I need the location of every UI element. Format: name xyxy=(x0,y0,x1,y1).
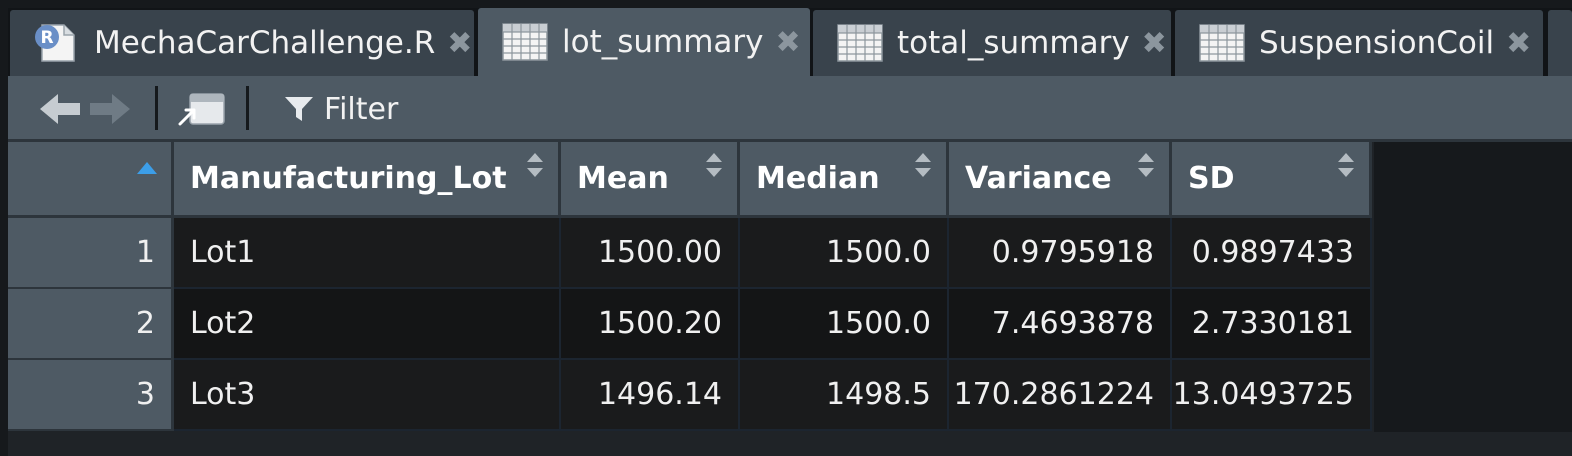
column-header-sd[interactable]: SD xyxy=(1172,142,1372,218)
tab-total-summary[interactable]: total_summary ✖ xyxy=(813,10,1171,76)
table-icon xyxy=(837,24,883,62)
tab-label: lot_summary xyxy=(562,24,764,60)
data-table: Manufacturing_Lot Mean Median Variance S… xyxy=(8,142,1372,431)
svg-text:R: R xyxy=(40,28,53,48)
table-row: 1 Lot1 1500.00 1500.0 0.9795918 0.989743… xyxy=(8,218,1372,289)
cell-mean: 1500.20 xyxy=(561,289,740,360)
column-header-label: Mean xyxy=(577,161,669,196)
sort-toggle-icon xyxy=(527,153,543,177)
viewer-toolbar: Filter xyxy=(8,76,1572,142)
row-number: 3 xyxy=(8,360,174,431)
tab-mechacarchallenge-r[interactable]: R MechaCarChallenge.R ✖ xyxy=(10,10,474,76)
cell-mean: 1500.00 xyxy=(561,218,740,289)
filter-button[interactable]: Filter xyxy=(284,76,398,142)
forward-button[interactable] xyxy=(88,76,132,142)
back-button[interactable] xyxy=(38,76,82,142)
table-icon xyxy=(1199,24,1245,62)
arrow-right-icon xyxy=(90,94,130,124)
arrow-left-icon xyxy=(40,94,80,124)
cell-median: 1498.5 xyxy=(740,360,949,431)
cell-variance: 170.2861224 xyxy=(949,360,1172,431)
cell-sd: 2.7330181 xyxy=(1172,289,1372,360)
tab-label: SuspensionCoil xyxy=(1259,25,1495,61)
table-icon xyxy=(502,23,548,61)
column-header-manufacturing-lot[interactable]: Manufacturing_Lot xyxy=(174,142,561,218)
column-header-label: Variance xyxy=(965,161,1112,196)
close-tab-icon[interactable]: ✖ xyxy=(775,24,801,60)
grid-empty-area xyxy=(1374,142,1572,432)
row-number: 2 xyxy=(8,289,174,360)
column-header-mean[interactable]: Mean xyxy=(561,142,740,218)
tab-label: total_summary xyxy=(897,25,1130,61)
cell-mean: 1496.14 xyxy=(561,360,740,431)
close-tab-icon[interactable]: ✖ xyxy=(1141,25,1167,61)
table-row: 3 Lot3 1496.14 1498.5 170.2861224 13.049… xyxy=(8,360,1372,431)
close-tab-icon[interactable]: ✖ xyxy=(447,25,473,61)
tab-lot-summary[interactable]: lot_summary ✖ xyxy=(478,8,810,76)
close-tab-icon[interactable]: ✖ xyxy=(1506,25,1532,61)
filter-funnel-icon xyxy=(285,97,313,121)
popout-window-icon xyxy=(178,93,225,126)
column-header-label: SD xyxy=(1188,161,1235,196)
sort-ascending-icon xyxy=(137,162,157,174)
filter-label: Filter xyxy=(324,91,399,127)
tab-label: MechaCarChallenge.R xyxy=(94,25,436,61)
tab-overflow[interactable] xyxy=(1548,10,1572,76)
cell-variance: 0.9795918 xyxy=(949,218,1172,289)
toolbar-separator xyxy=(246,86,249,130)
sort-toggle-icon xyxy=(706,153,722,177)
toolbar-separator xyxy=(155,86,158,130)
column-header-label: Median xyxy=(756,161,880,196)
table-row: 2 Lot2 1500.20 1500.0 7.4693878 2.733018… xyxy=(8,289,1372,360)
data-viewer-pane: R MechaCarChallenge.R ✖ lot_summary ✖ to… xyxy=(8,8,1572,456)
header-row: Manufacturing_Lot Mean Median Variance S… xyxy=(8,142,1372,218)
cell-median: 1500.0 xyxy=(740,218,949,289)
cell-manufacturing-lot: Lot3 xyxy=(174,360,561,431)
cell-manufacturing-lot: Lot2 xyxy=(174,289,561,360)
sort-toggle-icon xyxy=(1338,153,1354,177)
cell-variance: 7.4693878 xyxy=(949,289,1172,360)
show-in-new-window-button[interactable] xyxy=(178,76,226,142)
cell-manufacturing-lot: Lot1 xyxy=(174,218,561,289)
cell-sd: 0.9897433 xyxy=(1172,218,1372,289)
sort-toggle-icon xyxy=(1138,153,1154,177)
row-number-header[interactable] xyxy=(8,142,174,218)
column-header-median[interactable]: Median xyxy=(740,142,949,218)
r-script-icon: R xyxy=(35,24,75,62)
column-header-variance[interactable]: Variance xyxy=(949,142,1172,218)
tab-suspensioncoil[interactable]: SuspensionCoil ✖ xyxy=(1175,10,1543,76)
editor-tab-bar: R MechaCarChallenge.R ✖ lot_summary ✖ to… xyxy=(8,8,1572,76)
row-number: 1 xyxy=(8,218,174,289)
sort-toggle-icon xyxy=(915,153,931,177)
column-header-label: Manufacturing_Lot xyxy=(190,161,507,196)
cell-median: 1500.0 xyxy=(740,289,949,360)
cell-sd: 13.0493725 xyxy=(1172,360,1372,431)
